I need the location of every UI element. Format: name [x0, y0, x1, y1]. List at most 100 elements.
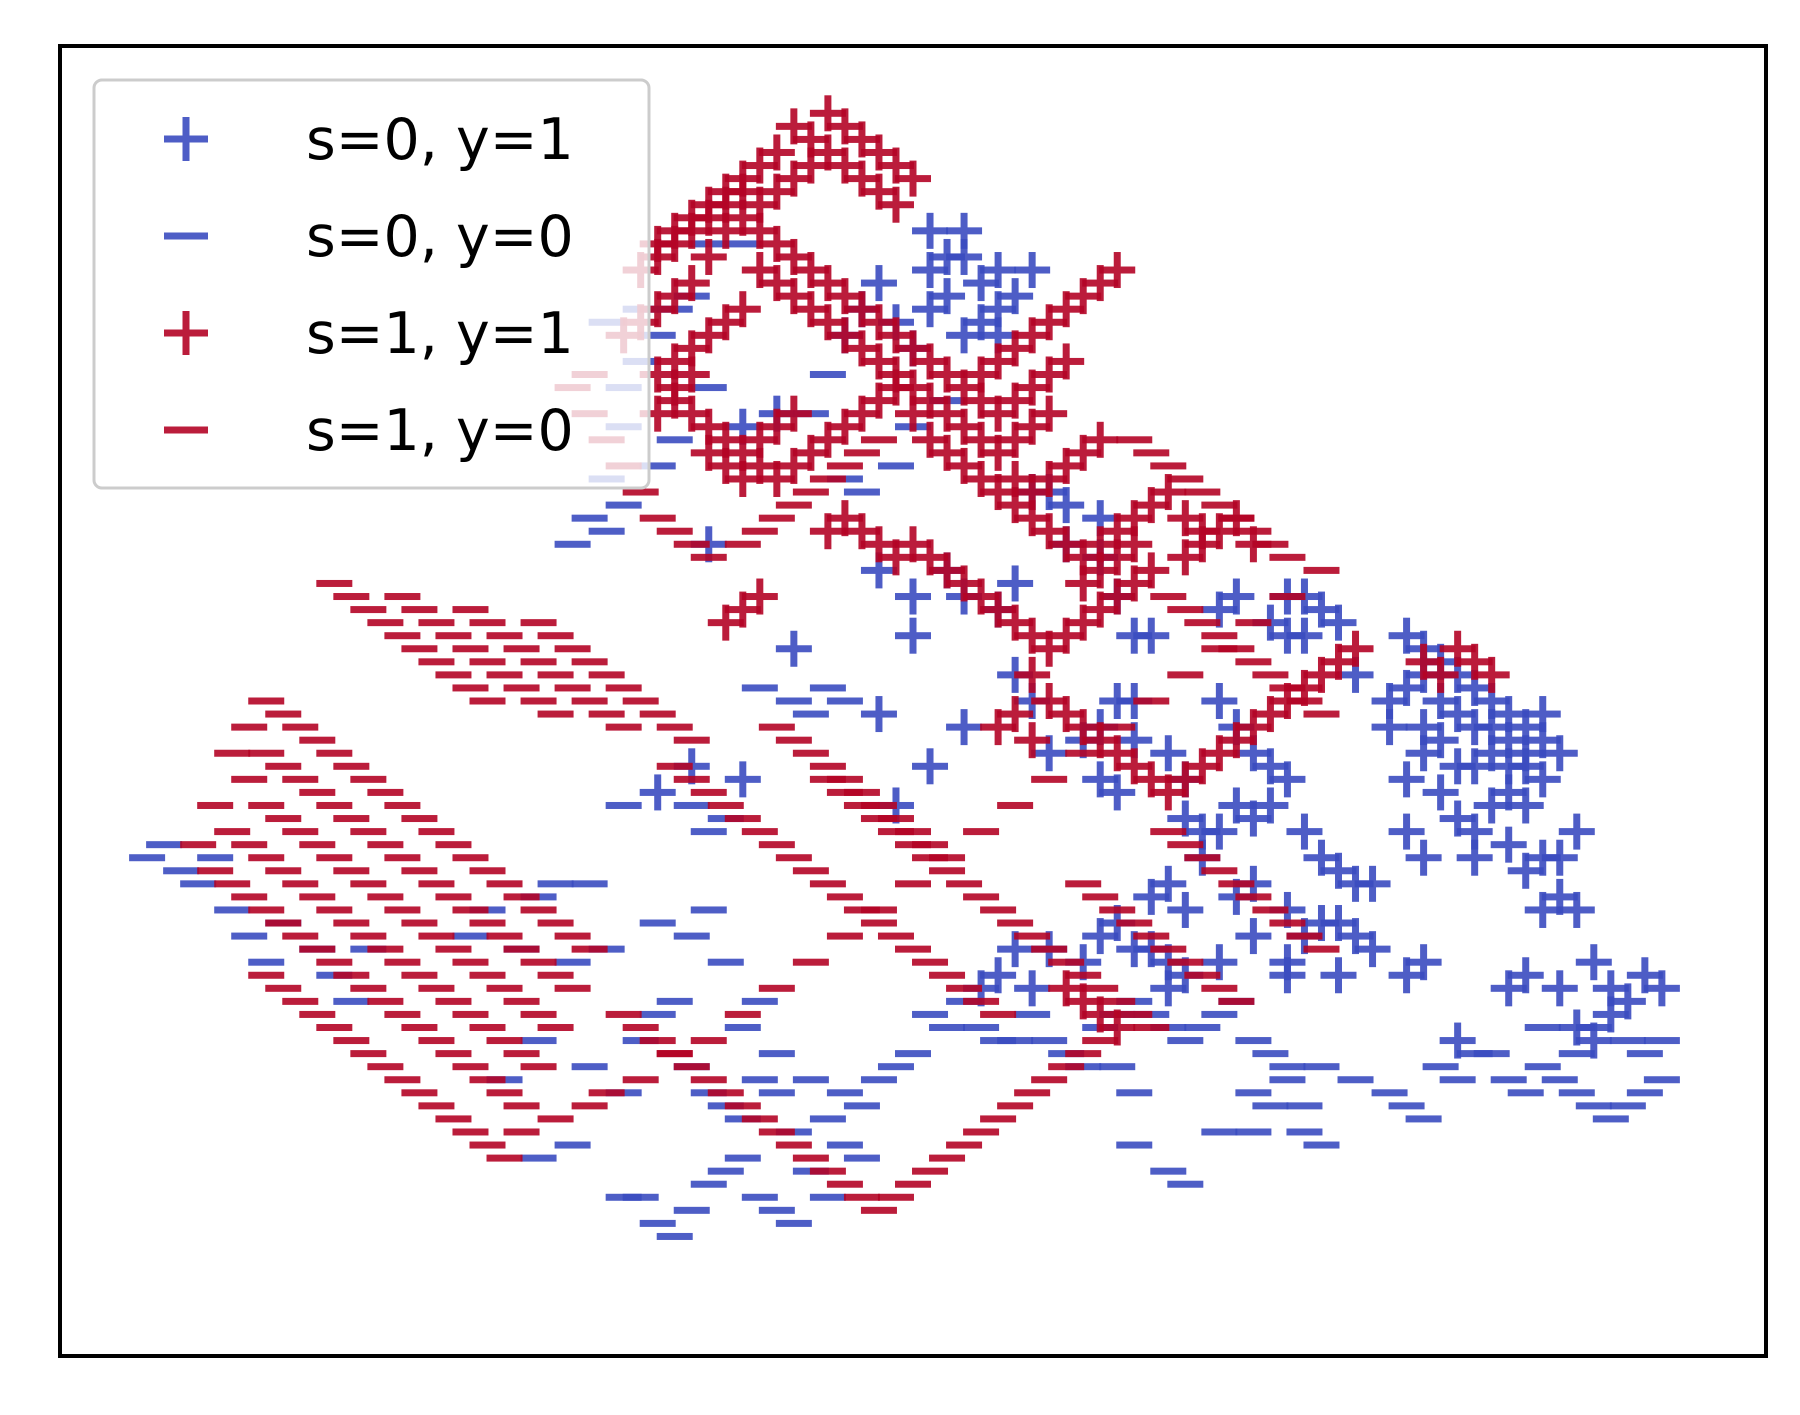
minus-point: [690, 1037, 727, 1045]
minus-point: [401, 645, 438, 653]
minus-point: [639, 462, 676, 470]
minus-point: [316, 854, 353, 862]
minus-point: [384, 1076, 421, 1084]
minus-point: [350, 828, 387, 836]
minus-point: [520, 1010, 557, 1018]
minus-point: [673, 775, 710, 783]
plus-point: [1048, 487, 1085, 524]
plus-point: [980, 291, 1017, 328]
plus-point: [724, 460, 761, 497]
minus-point: [265, 710, 302, 718]
minus-point: [248, 958, 285, 966]
legend-item: s=1, y=0: [164, 398, 574, 464]
plus-point: [980, 317, 1017, 354]
plus-point: [1048, 526, 1085, 563]
plus-point: [1167, 539, 1204, 576]
minus-point: [401, 867, 438, 875]
minus-point: [180, 841, 217, 849]
minus-point: [1235, 893, 1272, 901]
plus-point: [826, 147, 863, 184]
minus-point: [1099, 723, 1136, 731]
minus-point: [316, 579, 353, 587]
minus-point: [350, 880, 387, 888]
minus-point: [537, 671, 574, 679]
plus-point: [1167, 800, 1204, 837]
plus-point: [1099, 578, 1136, 615]
minus-point: [912, 854, 949, 862]
minus-point: [1235, 1128, 1272, 1136]
minus-point: [946, 880, 983, 888]
minus-point: [1184, 971, 1221, 979]
plus-point: [1014, 252, 1051, 289]
minus-point: [1184, 1024, 1221, 1031]
plus-point: [860, 343, 897, 380]
minus-point: [350, 984, 387, 992]
plus-point: [980, 709, 1017, 746]
plus-point: [758, 460, 795, 497]
minus-point: [1116, 1010, 1153, 1018]
plus-point: [724, 173, 761, 210]
minus-point: [299, 945, 336, 953]
plus-point: [1031, 460, 1068, 497]
minus-point: [1609, 1037, 1646, 1045]
minus-point: [588, 527, 625, 535]
minus-point: [214, 880, 251, 888]
plus-point: [997, 565, 1034, 602]
minus-point: [895, 880, 931, 888]
plus-point: [707, 304, 744, 341]
legend-label: s=0, y=1: [306, 107, 574, 173]
minus-point: [997, 1037, 1034, 1045]
plus-point: [1575, 1022, 1612, 1059]
minus-point: [843, 788, 880, 796]
minus-point: [401, 919, 438, 927]
minus-point: [520, 658, 557, 666]
minus-point: [214, 749, 251, 757]
minus-point: [197, 854, 234, 862]
plot-frame: [58, 44, 1768, 1358]
plus-point: [912, 382, 949, 419]
plus-point: [1524, 722, 1561, 759]
plus-point: [1014, 970, 1051, 1007]
minus-point: [214, 906, 251, 914]
minus-point: [1218, 514, 1255, 522]
minus-point: [1218, 645, 1255, 653]
plus-point: [860, 304, 897, 341]
minus-point: [1133, 932, 1170, 940]
minus-point: [673, 736, 710, 744]
minus-point: [895, 828, 931, 836]
minus-point: [741, 1076, 778, 1084]
minus-point: [418, 984, 455, 992]
minus-point: [1184, 488, 1221, 496]
plus-point: [1507, 787, 1544, 824]
minus-point: [571, 514, 608, 522]
plus-point: [707, 212, 744, 249]
plus-point: [1201, 683, 1238, 719]
plus-point: [741, 186, 778, 223]
plus-point: [1014, 500, 1051, 537]
plus-point: [1371, 709, 1408, 746]
minus-point: [367, 1063, 404, 1071]
minus-point: [1558, 1050, 1595, 1058]
plus-point: [1167, 761, 1204, 798]
plus-point: [895, 617, 931, 654]
minus-point: [639, 1010, 676, 1018]
minus-point: [826, 932, 863, 940]
plus-point: [980, 474, 1017, 511]
minus-point: [1133, 449, 1170, 457]
plus-point: [1252, 748, 1289, 785]
plus-point: [1524, 839, 1561, 876]
minus-point: [605, 723, 642, 731]
plus-point: [1218, 578, 1255, 615]
minus-point: [1558, 1089, 1595, 1097]
plus-point: [1337, 630, 1374, 667]
minus-point: [1286, 932, 1323, 940]
plus-point: [639, 291, 676, 328]
series-minus-3: [180, 371, 1340, 1214]
minus-point: [1116, 1089, 1153, 1097]
minus-point: [775, 854, 812, 862]
minus-point: [129, 854, 166, 862]
plus-point: [1184, 526, 1221, 563]
minus-point: [571, 658, 608, 666]
plus-point: [1201, 944, 1238, 981]
minus-point: [707, 1167, 744, 1175]
